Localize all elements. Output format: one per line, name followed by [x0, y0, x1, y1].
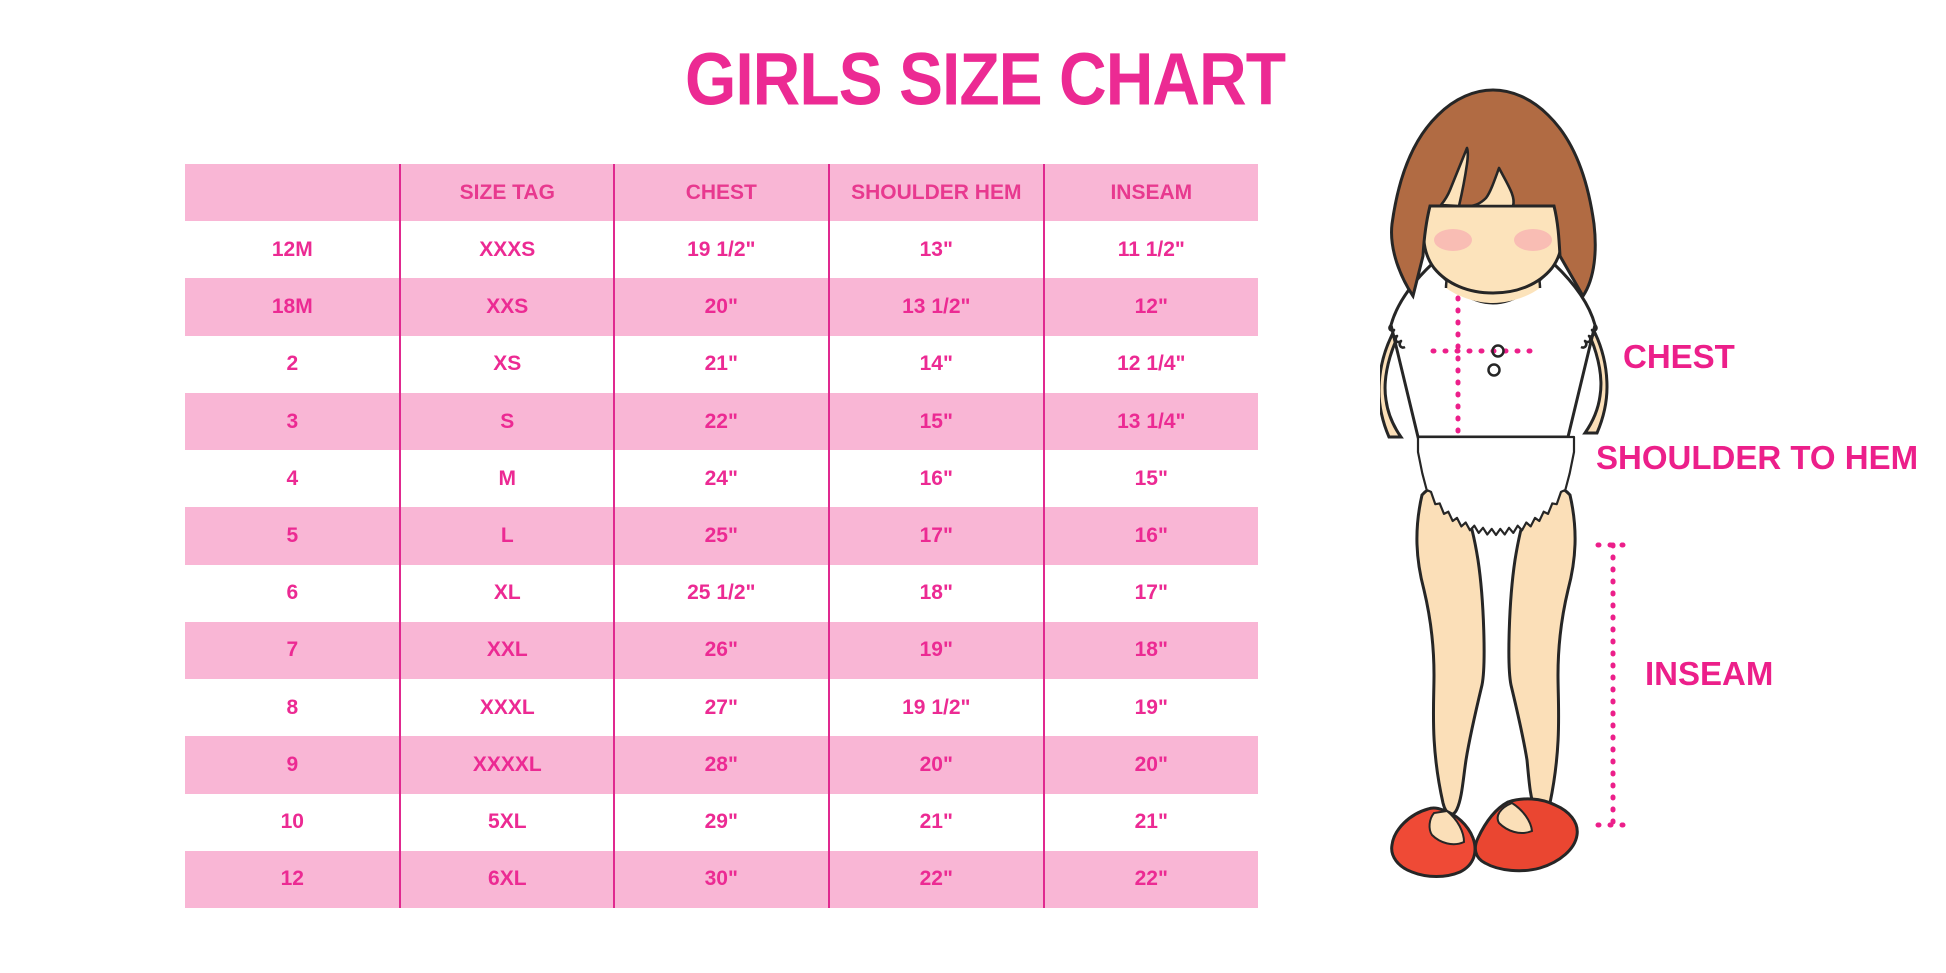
svg-text:SHOULDER TO HEM: SHOULDER TO HEM — [1596, 439, 1918, 476]
svg-text:INSEAM: INSEAM — [1645, 655, 1773, 692]
svg-text:CHEST: CHEST — [1623, 338, 1735, 375]
